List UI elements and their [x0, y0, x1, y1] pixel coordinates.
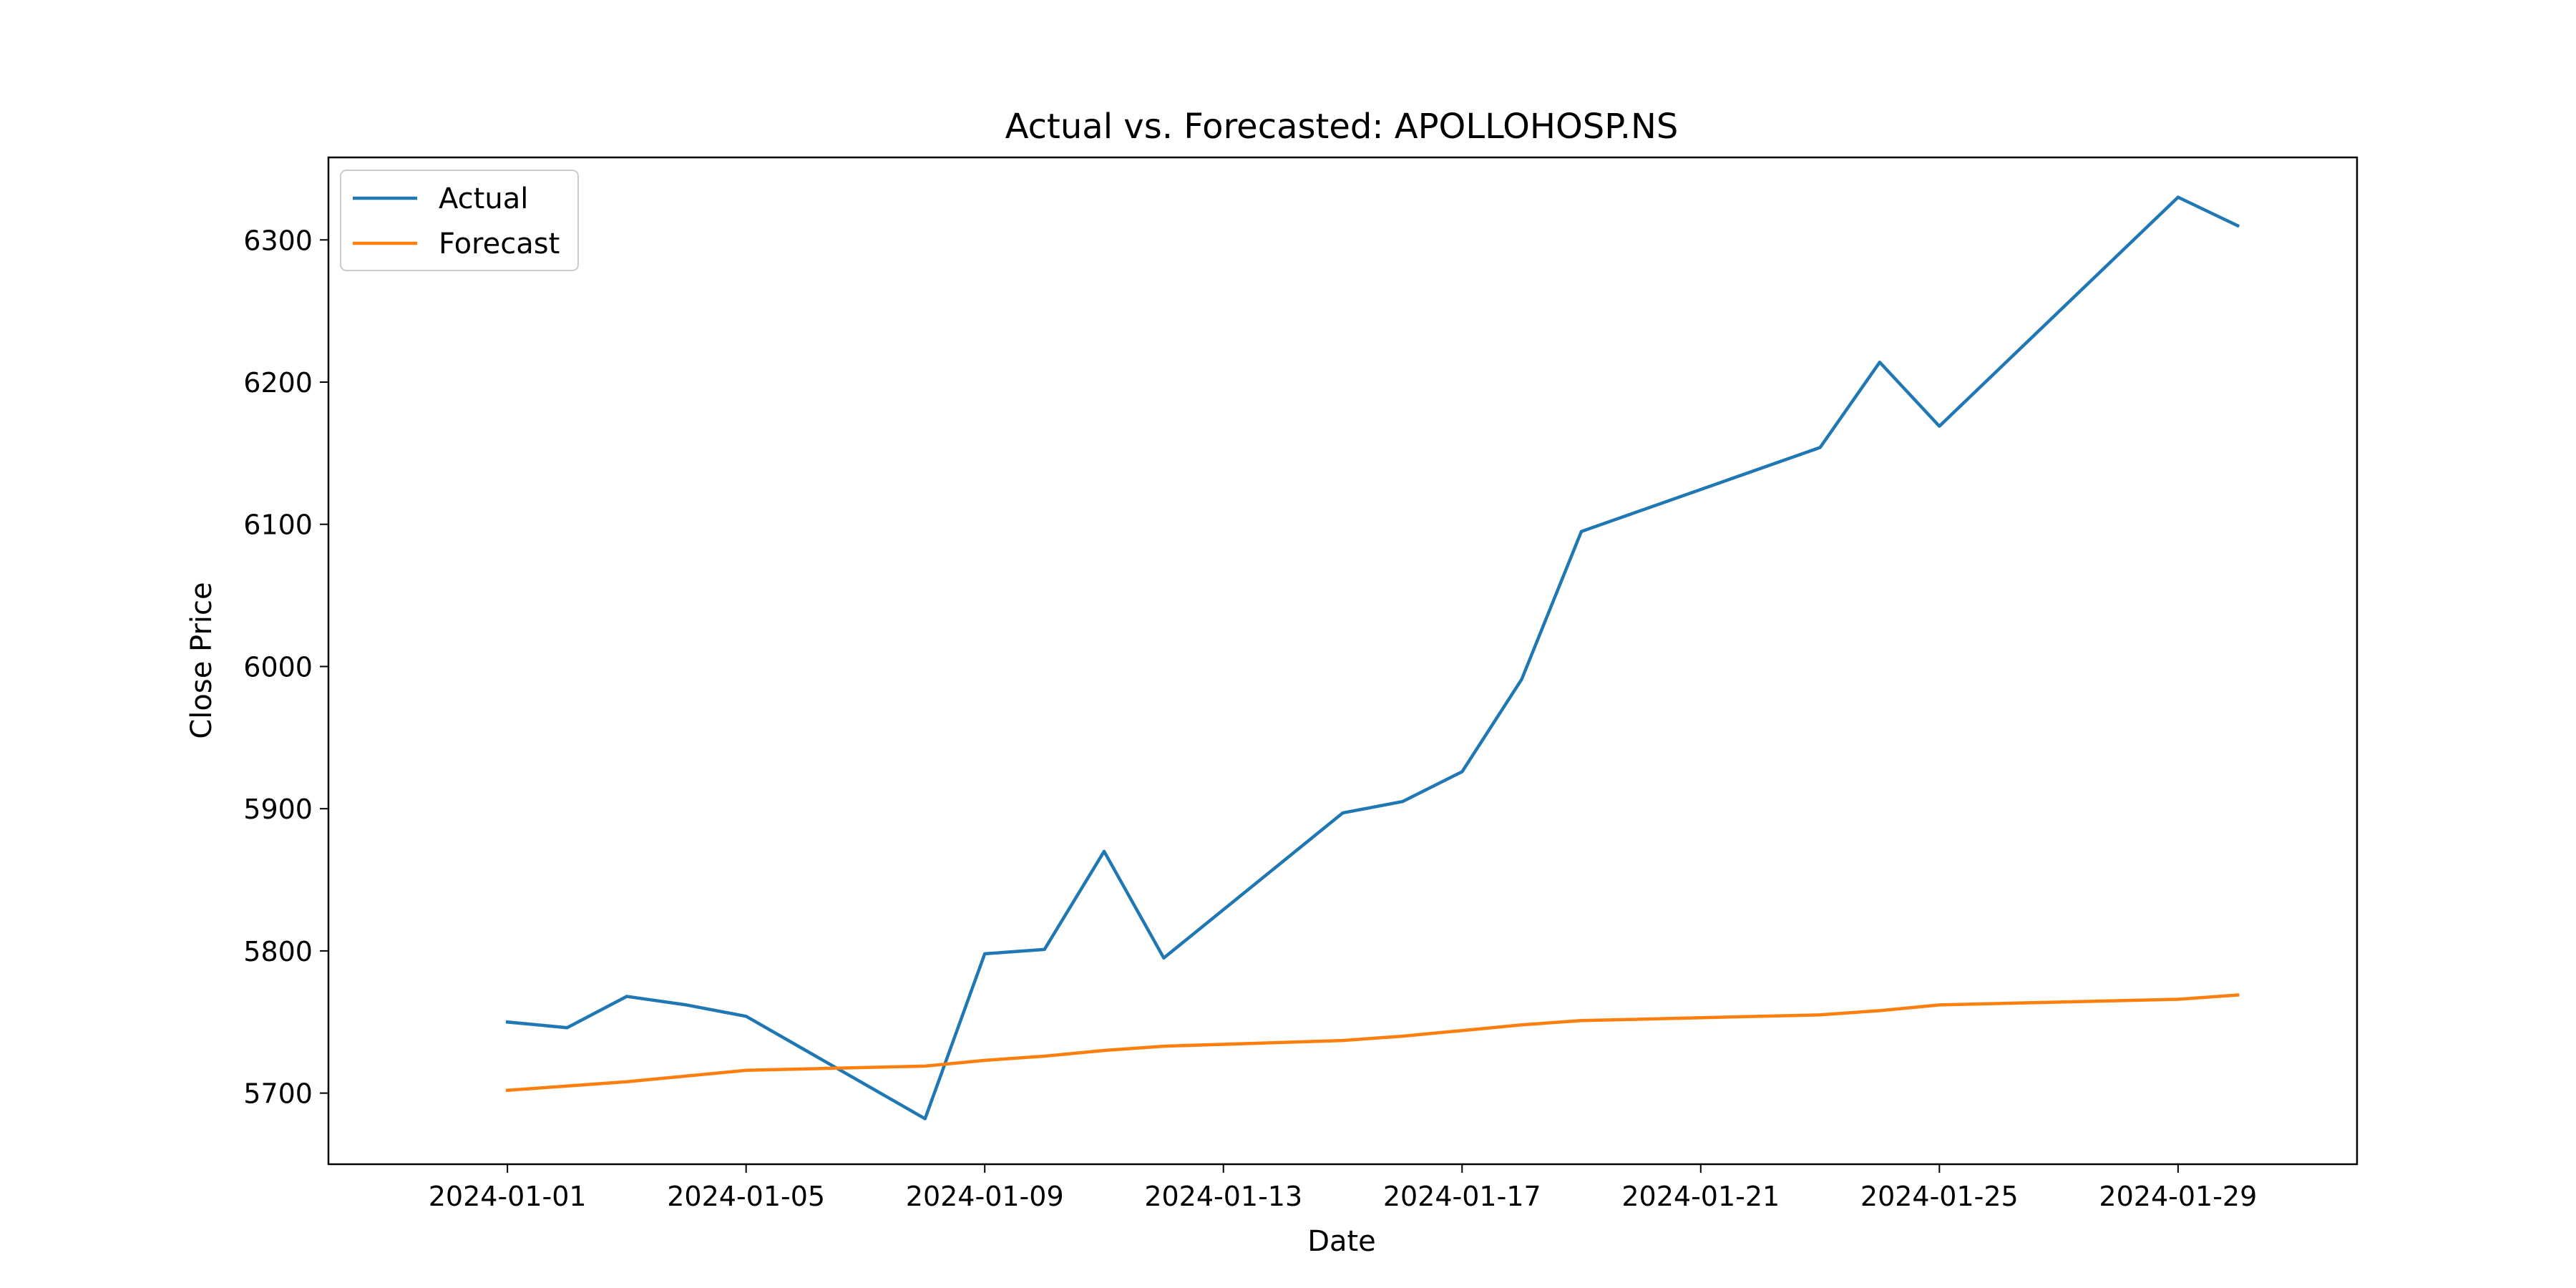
y-tick-label: 6200: [243, 367, 313, 399]
x-axis: 2024-01-01 2024-01-05 2024-01-09 2024-01-13…: [429, 1164, 2257, 1212]
x-tick-label: 2024-01-13: [1144, 1181, 1302, 1212]
y-tick-label: 5900: [243, 794, 313, 825]
x-tick-label: 2024-01-17: [1383, 1181, 1541, 1212]
x-axis-label: Date: [1307, 1225, 1376, 1258]
x-tick-label: 2024-01-21: [1621, 1181, 1780, 1212]
series-line-forecast: [505, 993, 2240, 1093]
plot-frame: [327, 156, 2358, 1166]
y-axis-label: Close Price: [185, 582, 218, 738]
x-tick-label: 2024-01-05: [667, 1181, 825, 1212]
y-tick-label: 6000: [243, 651, 313, 683]
series-line-actual: [505, 195, 2240, 1121]
chart-title: Actual vs. Forecasted: APOLLOHOSP.NS: [1005, 107, 1679, 147]
y-tick-label: 6100: [243, 509, 313, 541]
y-tick-label: 6300: [243, 225, 313, 256]
x-tick-label: 2024-01-09: [906, 1181, 1064, 1212]
x-tick-label: 2024-01-25: [1860, 1181, 2019, 1212]
x-tick-label: 2024-01-01: [429, 1181, 587, 1212]
legend: Actual Forecast: [340, 170, 579, 271]
legend-label-actual: Actual: [439, 182, 528, 215]
y-tick-label: 5800: [243, 936, 313, 967]
legend-label-forecast: Forecast: [439, 228, 560, 260]
legend-frame: [340, 170, 579, 271]
y-axis: 5700 5800 5900 6000 6100 6200 6300: [243, 225, 328, 1110]
x-tick-label: 2024-01-29: [2099, 1181, 2257, 1212]
y-tick-label: 5700: [243, 1078, 313, 1110]
series-layer: [505, 195, 2240, 1121]
